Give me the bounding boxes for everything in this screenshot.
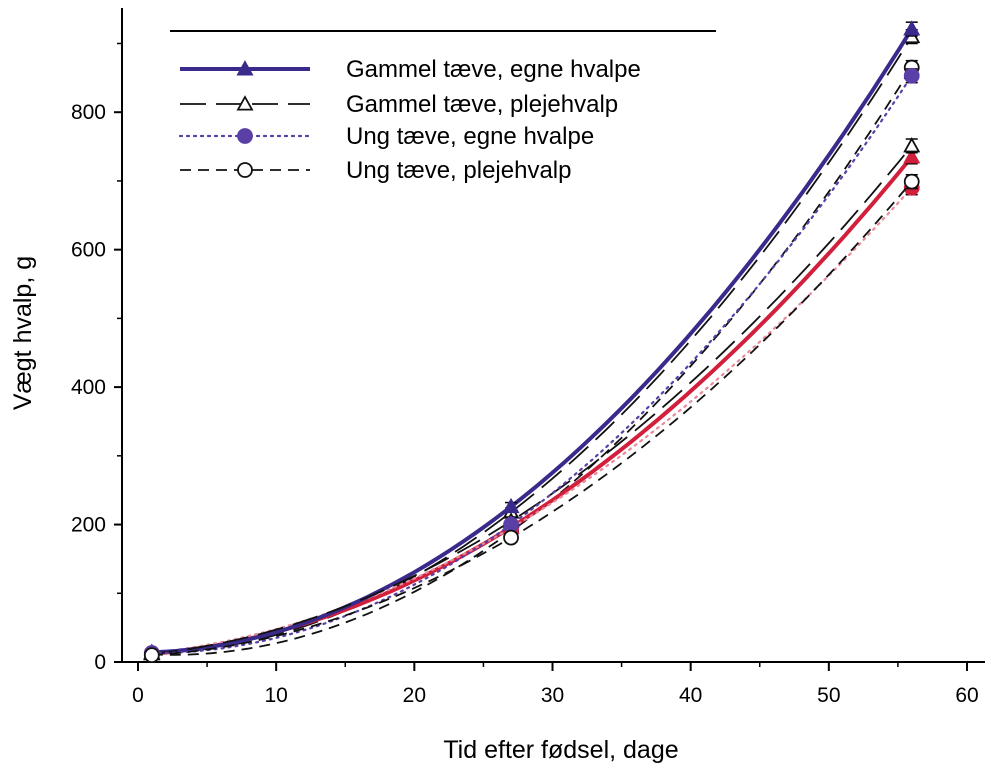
y-tick-label: 0 [94, 651, 106, 674]
series-4-point [903, 173, 920, 190]
legend-items: Gammel tæve, egne hvalpe Gammel tæve, ple… [178, 56, 641, 184]
series-4-line [151, 181, 913, 656]
series-1-point [903, 20, 921, 36]
legend-label: Ung tæve, egne hvalpe [346, 123, 594, 150]
x-tick-label: 20 [403, 684, 426, 707]
x-tick-label: 60 [955, 684, 978, 707]
legend-label: Gammel tæve, plejehvalp [346, 91, 618, 118]
x-tick-label: 0 [132, 684, 144, 707]
legend: Gammel tæve, egne hvalpe Gammel tæve, ple… [170, 30, 716, 184]
y-tick-label: 400 [71, 376, 106, 399]
series-2-group [143, 137, 921, 661]
y-tick-label: 200 [71, 514, 106, 537]
y-axis-title: Vægt hvalp, g [9, 256, 37, 410]
extra-series-3-point [903, 148, 921, 164]
y-tick-label: 800 [71, 101, 106, 124]
series-2-line [151, 145, 913, 655]
extra-series-3-line [151, 155, 914, 656]
series-4-point [503, 529, 519, 546]
series-3-point [903, 67, 920, 84]
series-4-point [143, 647, 160, 664]
series-group [143, 20, 921, 664]
extra-series-1-line [151, 36, 913, 654]
extra-series-2-line [151, 67, 913, 656]
legend-swatch-marker [237, 128, 253, 144]
legend-label: Gammel tæve, egne hvalpe [346, 56, 641, 83]
extra-series-2-group [143, 59, 920, 663]
legend-swatch-marker [237, 162, 253, 178]
extra-series-4-group [143, 179, 920, 661]
series-2-point [903, 137, 921, 153]
extra-series-4-line [150, 186, 913, 655]
series-3-point [503, 516, 519, 533]
x-axis-title: Tid efter fødsel, dage [443, 736, 678, 764]
legend-swatch-marker [236, 95, 254, 111]
x-tick-label: 30 [541, 684, 564, 707]
legend-swatch-marker [236, 60, 254, 76]
y-tick-label: 600 [71, 239, 106, 262]
x-tick-label: 40 [679, 684, 702, 707]
extra-series-3-group [143, 148, 921, 661]
legend-label: Ung tæve, plejehvalp [346, 157, 571, 184]
series-4-group [143, 173, 920, 664]
x-tick-label: 50 [817, 684, 840, 707]
x-tick-label: 10 [264, 684, 287, 707]
